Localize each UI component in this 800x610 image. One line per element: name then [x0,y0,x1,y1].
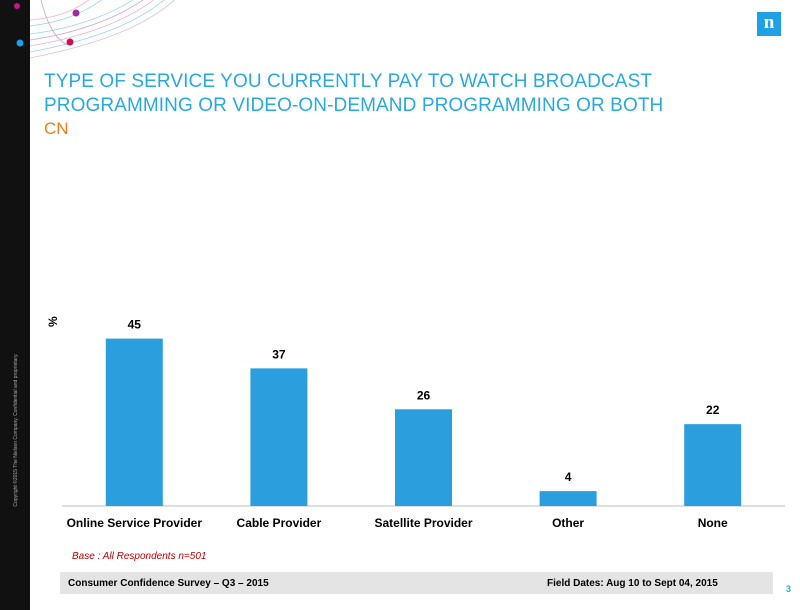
category-label-1: Cable Provider [237,516,322,530]
slide-subtitle: CN [44,119,69,138]
bar-3 [539,491,597,506]
bar-2 [395,409,452,506]
bar-0 [105,338,163,506]
data-label-2: 26 [417,388,431,402]
data-label-4: 22 [706,403,720,417]
decor-dot-red [66,38,74,46]
nielsen-logo: n [757,12,781,36]
footer-bar [60,572,773,594]
page-number: 3 [786,584,792,594]
footer-field-dates: Field Dates: Aug 10 to Sept 04, 2015 [547,578,718,589]
slide-title: TYPE OF SERVICE YOU CURRENTLY PAY TO WAT… [44,71,664,116]
decor-dot-cyan [16,39,24,47]
left-side-bar: Copyright ©2015 The Nielsen Company. Con… [0,0,30,610]
category-label-2: Satellite Provider [374,516,472,530]
data-label-0: 45 [128,318,142,332]
data-label-1: 37 [272,347,286,361]
category-label-0: Online Service Provider [67,516,203,530]
base-note: Base : All Respondents n=501 [72,551,207,562]
decor-dot-magenta [14,3,20,9]
bar-4 [684,424,742,506]
bar-1 [250,368,308,506]
category-label-4: None [698,516,728,530]
category-label-3: Other [552,516,584,530]
data-label-3: 4 [565,470,572,484]
footer-survey-name: Consumer Confidence Survey – Q3 – 2015 [68,578,269,589]
decor-dot-purple [72,9,80,17]
